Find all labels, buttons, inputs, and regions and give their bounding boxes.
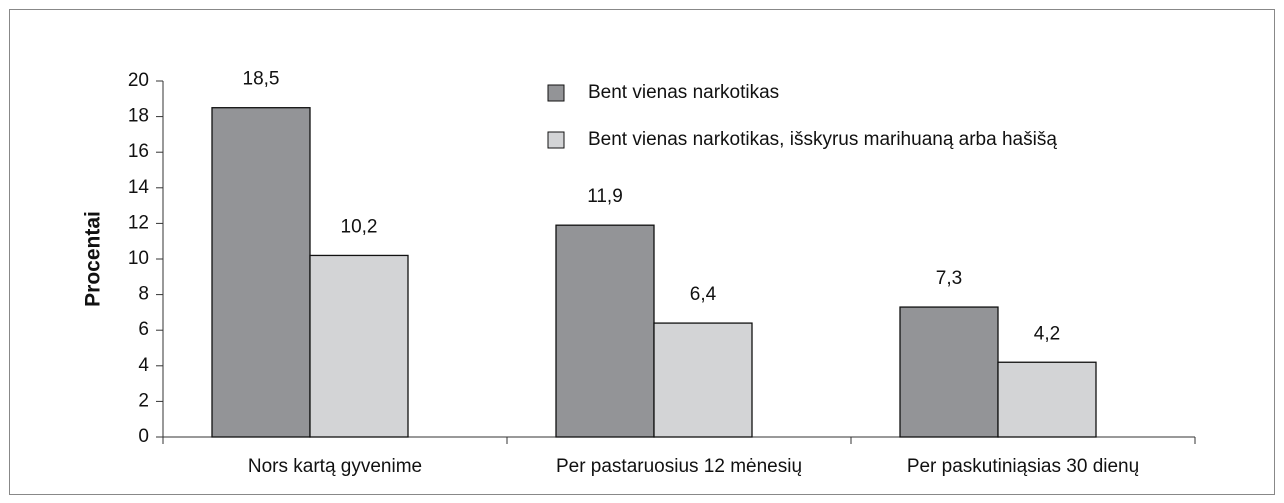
value-label: 10,2 (341, 216, 378, 237)
legend-label: Bent vienas narkotikas, išskyrus marihua… (588, 129, 1057, 150)
x-tick-label: Per paskutiniąsias 30 dienų (907, 456, 1139, 477)
value-label: 4,2 (1034, 323, 1060, 344)
x-tick-label: Per pastaruosius 12 mėnesių (556, 456, 802, 477)
y-tick-label: 16 (128, 141, 149, 162)
y-tick-label: 18 (128, 106, 149, 127)
y-tick-label: 12 (128, 212, 149, 233)
legend-swatch (547, 84, 565, 102)
y-tick-label: 2 (138, 390, 149, 411)
bar (899, 306, 999, 438)
y-tick-label: 0 (138, 426, 149, 447)
bar (211, 107, 311, 438)
value-label: 6,4 (690, 284, 717, 305)
value-label: 11,9 (587, 186, 623, 207)
value-label: 7,3 (936, 268, 962, 289)
bar (997, 361, 1097, 438)
bar (309, 254, 409, 438)
value-label: 18,5 (243, 69, 280, 90)
legend-label: Bent vienas narkotikas (588, 82, 779, 103)
y-tick-label: 10 (128, 248, 149, 269)
y-tick-label: 20 (128, 70, 149, 91)
bar (555, 224, 655, 438)
y-tick-label: 4 (138, 355, 149, 376)
bar (653, 322, 753, 438)
x-tick-label: Nors kartą gyvenime (248, 456, 422, 477)
y-tick-label: 8 (138, 284, 149, 305)
y-axis-label: Procentai (82, 211, 105, 307)
y-tick-label: 6 (138, 319, 149, 340)
y-tick-label: 14 (128, 177, 150, 198)
legend-swatch (547, 131, 565, 149)
